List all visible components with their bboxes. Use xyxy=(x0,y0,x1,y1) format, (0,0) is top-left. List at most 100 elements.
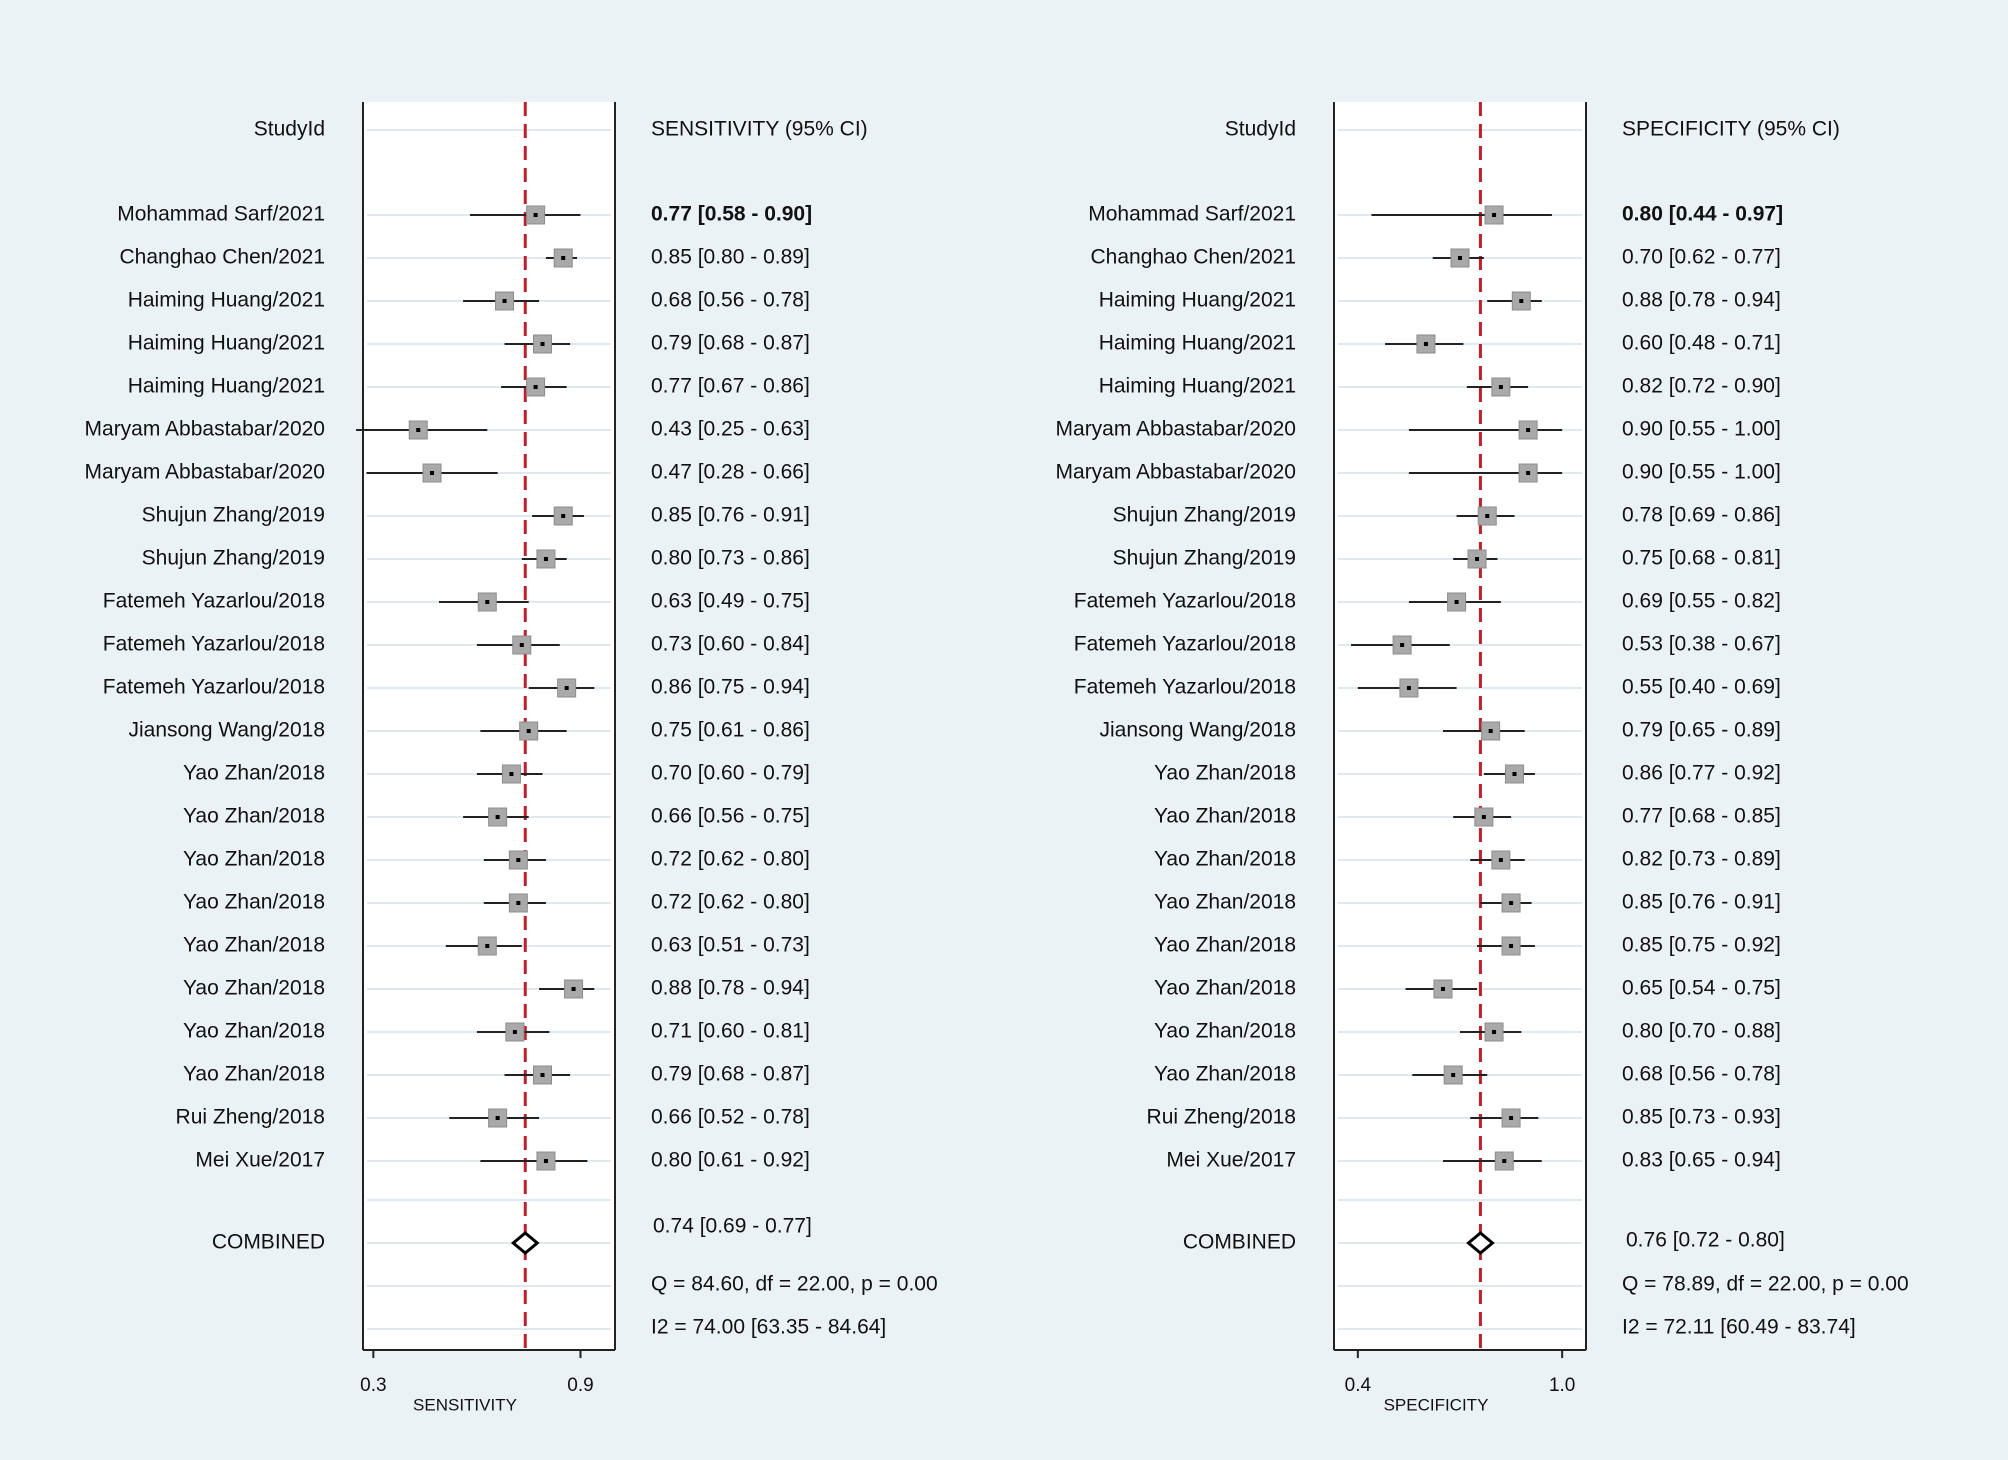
study-estimate-text: 0.80 [0.61 - 0.92] xyxy=(651,1149,810,1172)
point-estimate xyxy=(1512,772,1517,776)
study-name: Fatemeh Yazarlou/2018 xyxy=(1074,676,1296,699)
study-estimate-text: 0.69 [0.55 - 0.82] xyxy=(1622,590,1781,613)
study-estimate-text: 0.80 [0.73 - 0.86] xyxy=(651,547,810,570)
study-name: Yao Zhan/2018 xyxy=(1154,1063,1296,1086)
study-name: Yao Zhan/2018 xyxy=(1154,848,1296,871)
study-estimate-text: 0.63 [0.49 - 0.75] xyxy=(651,590,810,613)
study-name: Yao Zhan/2018 xyxy=(1154,1020,1296,1043)
point-estimate xyxy=(1509,901,1514,905)
point-estimate xyxy=(561,514,566,518)
combined-diamond xyxy=(510,1231,540,1255)
study-name: Shujun Zhang/2019 xyxy=(142,504,325,527)
study-name: Fatemeh Yazarlou/2018 xyxy=(1074,633,1296,656)
point-estimate xyxy=(533,213,538,217)
study-name: Mohammad Sarf/2021 xyxy=(1088,203,1296,226)
point-estimate xyxy=(1502,1159,1507,1163)
point-estimate xyxy=(561,256,566,260)
point-estimate xyxy=(512,1030,517,1034)
study-estimate-text: 0.47 [0.28 - 0.66] xyxy=(651,461,810,484)
point-estimate xyxy=(1492,1030,1497,1034)
point-estimate xyxy=(543,557,548,561)
x-tick-label: 0.9 xyxy=(567,1375,593,1396)
study-estimate-text: 0.82 [0.73 - 0.89] xyxy=(1622,848,1781,871)
combined-label: COMBINED xyxy=(1183,1231,1296,1254)
studyid-header: StudyId xyxy=(1225,118,1296,141)
point-estimate xyxy=(533,385,538,389)
study-name: Haiming Huang/2021 xyxy=(1099,375,1296,398)
study-name: Rui Zheng/2018 xyxy=(176,1106,325,1129)
point-estimate xyxy=(571,987,576,991)
point-estimate xyxy=(519,643,524,647)
point-estimate xyxy=(1400,643,1405,647)
point-estimate xyxy=(564,686,569,690)
study-estimate-text: 0.75 [0.61 - 0.86] xyxy=(651,719,810,742)
point-estimate xyxy=(1526,471,1531,475)
study-name: Yao Zhan/2018 xyxy=(183,805,325,828)
heterogeneity-q-text: Q = 78.89, df = 22.00, p = 0.00 xyxy=(1622,1273,1909,1296)
point-estimate xyxy=(1451,1073,1456,1077)
study-name: Mohammad Sarf/2021 xyxy=(117,203,325,226)
study-estimate-text: 0.86 [0.75 - 0.94] xyxy=(651,676,810,699)
point-estimate xyxy=(1526,428,1531,432)
study-name: Maryam Abbastabar/2020 xyxy=(85,418,325,441)
x-tick-label: 0.4 xyxy=(1345,1375,1372,1396)
study-name: Changhao Chen/2021 xyxy=(1090,246,1296,269)
study-name: Yao Zhan/2018 xyxy=(1154,934,1296,957)
combined-label: COMBINED xyxy=(212,1231,325,1254)
heterogeneity-i2-text: I2 = 72.11 [60.49 - 83.74] xyxy=(1622,1316,1856,1339)
study-estimate-text: 0.63 [0.51 - 0.73] xyxy=(651,934,810,957)
point-estimate xyxy=(516,901,521,905)
combined-estimate-text: 0.76 [0.72 - 0.80] xyxy=(1626,1229,1785,1252)
point-estimate xyxy=(1406,686,1411,690)
study-name: Yao Zhan/2018 xyxy=(1154,977,1296,1000)
study-estimate-text: 0.71 [0.60 - 0.81] xyxy=(651,1020,810,1043)
study-estimate-text: 0.70 [0.60 - 0.79] xyxy=(651,762,810,785)
study-estimate-text: 0.79 [0.65 - 0.89] xyxy=(1622,719,1781,742)
point-estimate xyxy=(543,1159,548,1163)
point-estimate xyxy=(1475,557,1480,561)
point-estimate xyxy=(516,858,521,862)
point-estimate xyxy=(495,1116,500,1120)
point-estimate xyxy=(495,815,500,819)
study-name: Rui Zheng/2018 xyxy=(1147,1106,1296,1129)
sens-panel: StudyId SENSITIVITY (95% CI) Mohammad Sarf… xyxy=(85,102,938,1414)
study-name: Fatemeh Yazarlou/2018 xyxy=(103,590,325,613)
x-axis-title: SENSITIVITY xyxy=(413,1395,517,1414)
spec-plot-area xyxy=(1334,102,1586,1350)
heterogeneity-q-text: Q = 84.60, df = 22.00, p = 0.00 xyxy=(651,1273,938,1296)
study-estimate-text: 0.77 [0.67 - 0.86] xyxy=(651,375,810,398)
value-header: SPECIFICITY (95% CI) xyxy=(1622,118,1840,141)
study-estimate-text: 0.83 [0.65 - 0.94] xyxy=(1622,1149,1781,1172)
point-estimate xyxy=(1519,299,1524,303)
study-estimate-text: 0.90 [0.55 - 1.00] xyxy=(1622,418,1781,441)
study-name: Yao Zhan/2018 xyxy=(183,848,325,871)
study-name: Maryam Abbastabar/2020 xyxy=(85,461,325,484)
point-estimate xyxy=(1498,858,1503,862)
study-estimate-text: 0.75 [0.68 - 0.81] xyxy=(1622,547,1781,570)
point-estimate xyxy=(416,428,421,432)
study-name: Mei Xue/2017 xyxy=(1166,1149,1296,1172)
point-estimate xyxy=(1458,256,1462,260)
study-name: Yao Zhan/2018 xyxy=(1154,805,1296,828)
study-estimate-text: 0.66 [0.52 - 0.78] xyxy=(651,1106,810,1129)
heterogeneity-i2-text: I2 = 74.00 [63.35 - 84.64] xyxy=(651,1316,886,1339)
study-estimate-text: 0.85 [0.80 - 0.89] xyxy=(651,246,810,269)
study-name: Haiming Huang/2021 xyxy=(128,289,325,312)
point-estimate xyxy=(1498,385,1503,389)
study-estimate-text: 0.90 [0.55 - 1.00] xyxy=(1622,461,1781,484)
study-name: Yao Zhan/2018 xyxy=(183,891,325,914)
studyid-header: StudyId xyxy=(254,118,325,141)
study-estimate-text: 0.78 [0.69 - 0.86] xyxy=(1622,504,1781,527)
point-estimate xyxy=(1481,815,1486,819)
study-estimate-text: 0.77 [0.68 - 0.85] xyxy=(1622,805,1781,828)
study-name: Maryam Abbastabar/2020 xyxy=(1056,461,1296,484)
study-estimate-text: 0.85 [0.76 - 0.91] xyxy=(1622,891,1781,914)
study-estimate-text: 0.80 [0.44 - 0.97] xyxy=(1622,203,1783,226)
study-name: Yao Zhan/2018 xyxy=(183,1020,325,1043)
point-estimate xyxy=(1485,514,1490,518)
combined-diamond xyxy=(1466,1231,1495,1255)
study-estimate-text: 0.79 [0.68 - 0.87] xyxy=(651,1063,810,1086)
study-estimate-text: 0.53 [0.38 - 0.67] xyxy=(1622,633,1781,656)
study-name: Fatemeh Yazarlou/2018 xyxy=(1074,590,1296,613)
combined-estimate-text: 0.74 [0.69 - 0.77] xyxy=(653,1215,812,1238)
